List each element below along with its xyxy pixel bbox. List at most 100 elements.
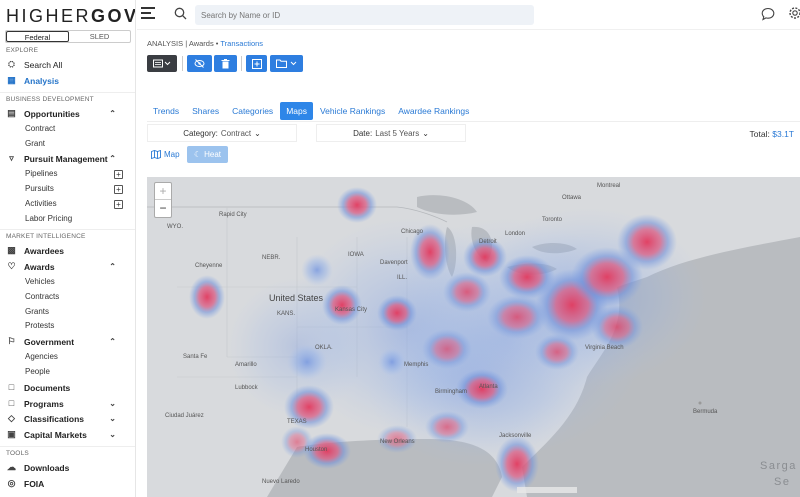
briefcase-icon: ▣ (7, 429, 16, 439)
map-label-toronto: Toronto (542, 217, 563, 223)
sidebar-item-awardees[interactable]: ▩ Awardees (7, 245, 65, 256)
map-label-atlanta: Atlanta (479, 384, 498, 390)
sidebar-item-documents[interactable]: □ Documents (6, 381, 130, 394)
scope-toggle: Federal SLED (5, 30, 131, 43)
map-label-united-states: United States (269, 293, 324, 303)
sidebar-item-foia[interactable]: ◎ FOIA (7, 478, 45, 489)
sidebar-item-labor-pricing[interactable]: Labor Pricing (25, 214, 73, 223)
breadcrumb-transactions-link[interactable]: Transactions (220, 39, 264, 48)
tab-trends[interactable]: Trends (153, 106, 180, 116)
section-market-intelligence: MARKET INTELLIGENCE (6, 233, 86, 240)
map-canvas (147, 177, 800, 497)
target-icon: ◎ (7, 478, 16, 488)
map-label-new-orleans: New Orleans (380, 439, 415, 445)
add-button[interactable] (246, 55, 267, 72)
heat-mode-button[interactable]: ☾ Heat (187, 146, 228, 163)
sidebar-item-activities[interactable]: Activities (25, 199, 57, 208)
map-label-london: London (505, 231, 526, 237)
folder-icon (275, 59, 296, 68)
document-icon: □ (8, 398, 15, 408)
section-tools: TOOLS (6, 450, 29, 457)
map-label-jacksonville: Jacksonville (499, 433, 532, 439)
map-label-iowa: IOWA (348, 252, 364, 258)
map-icon (151, 150, 161, 159)
person-icon: ☾ (193, 150, 202, 159)
chevron-up-icon: ⌃ (109, 337, 116, 346)
sidebar-item-search-all[interactable]: ⛭ Search All (7, 59, 63, 70)
map-label-detroit: Detroit (479, 239, 497, 245)
view-options-button[interactable] (147, 55, 177, 72)
sidebar: HIGHERGOV Federal SLED EXPLORE ⛭ Search A… (0, 0, 136, 497)
search-input[interactable] (195, 5, 534, 25)
chat-icon[interactable] (761, 7, 775, 21)
map-label-memphis: Memphis (404, 362, 429, 368)
add-pipeline-icon[interactable]: + (114, 170, 123, 179)
sidebar-item-programs[interactable]: □ Programs ⌄ (6, 397, 130, 410)
zoom-out-button[interactable]: − (159, 201, 167, 215)
map-label-nuevo-laredo: Nuevo Laredo (262, 479, 300, 485)
sidebar-item-awards[interactable]: ♡ Awards ⌃ (7, 261, 116, 272)
menu-icon[interactable] (141, 7, 155, 19)
date-filter[interactable]: Date: Last 5 Years ⌄ (316, 124, 466, 142)
map-label-bermuda: Bermuda (693, 409, 718, 415)
sidebar-item-grant[interactable]: Grant (25, 139, 46, 148)
gear-icon[interactable] (788, 6, 800, 20)
map-label-ciudad-juarez: Ciudad Juárez (165, 413, 204, 419)
map-mode-button[interactable]: Map (151, 146, 180, 163)
map-label-amarillo: Amarillo (235, 362, 257, 368)
sidebar-item-classifications[interactable]: ◇ Classifications ⌄ (6, 412, 130, 425)
zoom-control: + − (154, 182, 172, 218)
sidebar-item-analysis[interactable]: ▦ Analysis (7, 75, 59, 86)
trash-icon (221, 58, 230, 68)
sidebar-item-agencies[interactable]: Agencies (25, 352, 58, 361)
sidebar-item-downloads[interactable]: ☁ Downloads (7, 462, 70, 473)
sidebar-item-protests[interactable]: Protests (25, 321, 55, 330)
scope-sled[interactable]: SLED (89, 32, 110, 41)
breadcrumb: ANALYSIS | Awards • Transactions (147, 39, 264, 48)
chevron-down-icon: ⌄ (422, 128, 429, 138)
sidebar-item-vehicles[interactable]: Vehicles (25, 277, 55, 286)
building-icon: ⛭ (7, 59, 16, 69)
search-icon[interactable] (174, 7, 187, 20)
tab-maps[interactable]: Maps (280, 102, 313, 120)
map-label-kans: KANS. (277, 311, 296, 317)
section-explore: EXPLORE (6, 47, 39, 54)
hide-button[interactable] (187, 55, 212, 72)
chart-icon: ▦ (7, 75, 16, 85)
tab-shares[interactable]: Shares (192, 106, 220, 116)
sidebar-item-capital-markets[interactable]: ▣ Capital Markets ⌄ (7, 429, 116, 440)
map-label-santa-fe: Santa Fe (183, 354, 208, 360)
sidebar-item-pipelines[interactable]: Pipelines (25, 169, 58, 178)
sidebar-item-people[interactable]: People (25, 367, 50, 376)
map-label-lubbock: Lubbock (235, 385, 258, 391)
chevron-up-icon: ⌃ (109, 109, 116, 118)
scope-federal[interactable]: Federal (6, 31, 69, 42)
bar-chart-icon: ▩ (7, 245, 16, 255)
total-value: Total: $3.1T (749, 129, 794, 139)
sidebar-item-contracts[interactable]: Contracts (25, 292, 60, 301)
folder-dropdown-button[interactable] (270, 55, 303, 72)
logo[interactable]: HIGHERGOV (6, 6, 136, 26)
sidebar-item-pursuit-management[interactable]: ▿ Pursuit Management ⌃ (6, 152, 130, 165)
map-label-rapid-city: Rapid City (219, 212, 247, 218)
add-activity-icon[interactable]: + (114, 200, 123, 209)
delete-button[interactable] (214, 55, 237, 72)
category-filter[interactable]: Category: Contract ⌄ (147, 124, 297, 142)
tab-categories[interactable]: Categories (232, 106, 274, 116)
heat-map[interactable]: Rapid City WYO. Cheyenne NEBR. United St… (147, 177, 800, 497)
heat-layer (189, 187, 707, 492)
eye-slash-icon (194, 59, 205, 68)
sidebar-item-pursuits[interactable]: Pursuits (25, 184, 54, 193)
sidebar-item-grants[interactable]: Grants (25, 307, 50, 316)
tab-vehicle-rankings[interactable]: Vehicle Rankings (319, 106, 386, 116)
map-label-chicago: Chicago (401, 229, 424, 235)
zoom-in-button[interactable]: + (155, 183, 171, 200)
sidebar-item-contract[interactable]: Contract (25, 124, 56, 133)
sidebar-item-government[interactable]: ⚐ Government ⌃ (7, 336, 116, 347)
top-bar (137, 0, 800, 30)
sidebar-item-opportunities[interactable]: ▤ Opportunities ⌃ (7, 108, 116, 119)
map-label-davenport: Davenport (380, 260, 408, 266)
tab-awardee-rankings[interactable]: Awardee Rankings (398, 106, 470, 116)
add-pursuit-icon[interactable]: + (114, 185, 123, 194)
map-label-montreal: Montreal (597, 183, 621, 189)
